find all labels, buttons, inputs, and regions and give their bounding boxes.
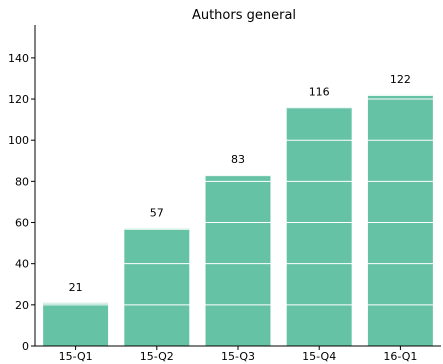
data-label-15-Q4: 116 [309,85,330,98]
y-tick-label-0: 0 [22,340,29,353]
gridlines [35,57,441,306]
y-tick-label-80: 80 [15,175,29,188]
x-tick-label-15-Q4: 15-Q4 [302,350,336,363]
y-tick-label-100: 100 [8,134,29,147]
y-tick-label-60: 60 [15,217,29,230]
y-tick-label-140: 140 [8,52,29,65]
data-label-15-Q2: 57 [150,207,164,220]
data-label-15-Q1: 21 [69,281,83,294]
y-tick-label-120: 120 [8,93,29,106]
x-tick-label-15-Q3: 15-Q3 [221,350,255,363]
bars-layer [43,94,433,346]
chart-title: Authors general [192,8,296,23]
y-tick-label-40: 40 [15,258,29,271]
bar-16-Q1 [367,94,433,346]
bar-15-Q3 [205,175,271,346]
y-axis-ticks: 0 20 40 60 80 100 120 140 [8,52,35,353]
x-tick-label-16-Q1: 16-Q1 [383,350,417,363]
y-tick-label-20: 20 [15,299,29,312]
bar-15-Q2 [124,228,190,346]
data-label-15-Q3: 83 [231,153,245,166]
bar-15-Q1 [43,302,109,346]
x-axis-ticks: 15-Q1 15-Q2 15-Q3 15-Q4 16-Q1 [59,346,417,363]
data-labels: 21 57 83 116 122 [69,73,411,294]
data-label-16-Q1: 122 [390,73,411,86]
x-tick-label-15-Q2: 15-Q2 [140,350,174,363]
bar-15-Q4 [286,107,352,346]
x-tick-label-15-Q1: 15-Q1 [59,350,93,363]
